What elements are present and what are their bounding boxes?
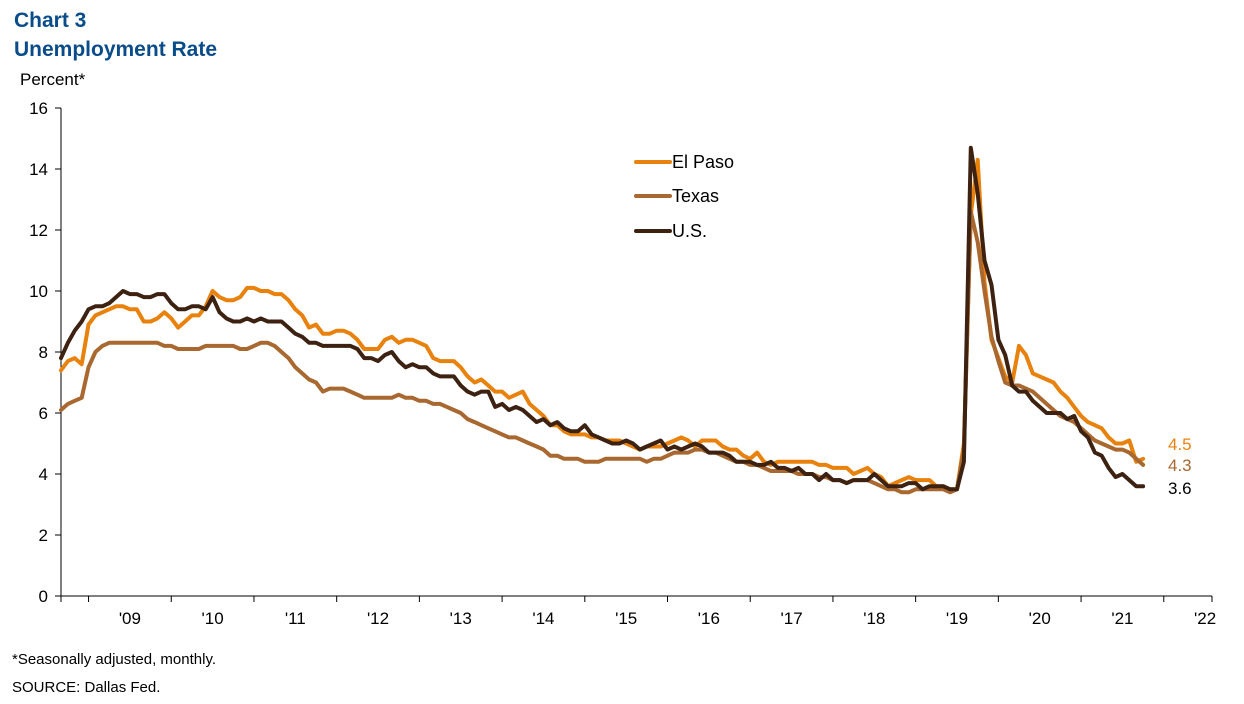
y-tick-label: 14 — [29, 160, 48, 179]
end-labels: 4.5 4.3 3.6 — [1168, 435, 1192, 498]
x-tick-label: '20 — [1029, 609, 1051, 628]
y-tick-label: 4 — [39, 465, 48, 484]
x-tick-label: '10 — [202, 609, 224, 628]
legend: El Paso Texas U.S. — [634, 152, 734, 241]
legend-label: El Paso — [672, 152, 734, 172]
series-line-u-s — [59, 145, 1146, 492]
x-tick-label: '09 — [119, 609, 141, 628]
chart-title: Unemployment Rate — [14, 38, 218, 61]
x-tick-label: '11 — [285, 609, 306, 628]
y-tick-label: 6 — [39, 404, 48, 423]
y-axis-unit-label: Percent* — [20, 70, 86, 89]
y-tick-label: 16 — [29, 99, 48, 118]
series-line-texas — [59, 209, 1146, 495]
x-tick-label: '17 — [781, 609, 803, 628]
title-block: Chart 3 Unemployment Rate — [14, 6, 217, 64]
legend-label: U.S. — [672, 221, 707, 241]
series-layer — [59, 145, 1146, 495]
y-tick-label: 10 — [29, 282, 48, 301]
y-tick-label: 2 — [39, 526, 48, 545]
x-tick-label: '16 — [698, 609, 720, 628]
x-tick-label: '19 — [946, 609, 968, 628]
x-tick-label: '12 — [367, 609, 389, 628]
x-tick-label: '15 — [615, 609, 637, 628]
source-note: SOURCE: Dallas Fed. — [12, 679, 161, 696]
x-tick-label: '14 — [532, 609, 554, 628]
footnote: *Seasonally adjusted, monthly. — [12, 651, 217, 668]
x-tick-label: '13 — [450, 609, 472, 628]
axes: 0 2 4 6 8 10 12 14 16 '09 '10 '11 '12 '13 '14 '15 '16 '17… — [29, 99, 1216, 628]
y-tick-label: 0 — [39, 587, 48, 606]
x-tick-label: '22 — [1194, 609, 1216, 628]
y-tick-label: 12 — [29, 221, 48, 240]
x-tick-label: '18 — [863, 609, 885, 628]
end-value-label: 4.5 — [1168, 435, 1192, 454]
legend-label: Texas — [672, 186, 719, 206]
unemployment-line-chart: 0 2 4 6 8 10 12 14 16 '09 '10 '11 '12 '13 '14 '15 '16 '17… — [29, 99, 1216, 628]
end-value-label: 3.6 — [1168, 479, 1192, 498]
x-tick-label: '21 — [1111, 609, 1133, 628]
end-value-label: 4.3 — [1168, 456, 1192, 475]
chart-number: Chart 3 — [14, 9, 87, 32]
y-tick-label: 8 — [39, 343, 48, 362]
